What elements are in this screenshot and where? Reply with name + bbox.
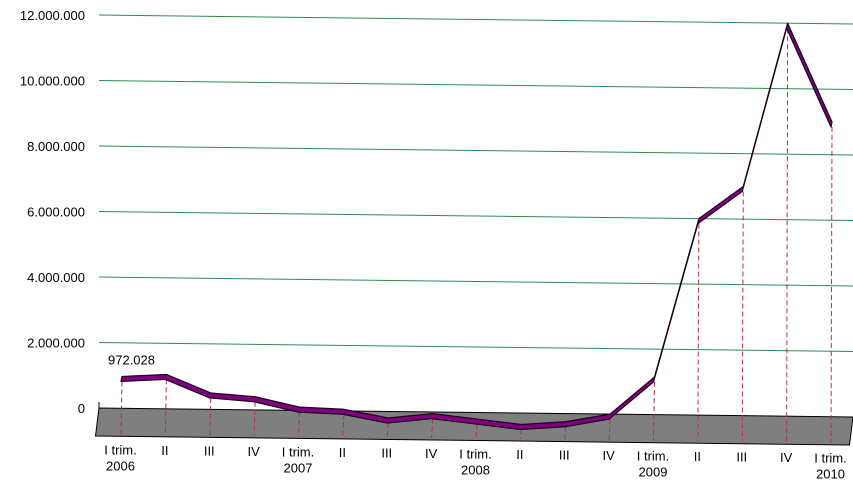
gridline [98, 145, 853, 156]
x-tick-label: I trim. [104, 442, 137, 457]
gridline [98, 211, 853, 221]
drop-line [120, 381, 123, 435]
x-tick-label: IV [780, 450, 793, 465]
x-tick-label: I trim. [637, 449, 670, 464]
x-tick-label: II [694, 449, 701, 464]
x-tick-label: III [204, 443, 215, 458]
data-labels: 972.028 [108, 352, 155, 367]
x-tick-label: 2010 [816, 467, 845, 482]
drop-line [209, 397, 212, 436]
floor-plane [94, 407, 853, 446]
y-tick-label: 6.000.000 [27, 205, 85, 220]
x-tick-label: 2008 [461, 463, 490, 478]
drop-line [386, 422, 389, 438]
drop-lines [120, 28, 833, 443]
x-tick-label: IV [247, 444, 260, 459]
drop-line [741, 191, 744, 442]
drop-line [475, 424, 478, 439]
drop-line [164, 379, 167, 435]
drop-line [253, 401, 256, 436]
drop-line [786, 28, 789, 443]
y-tick-label: 10.000.000 [20, 74, 85, 89]
x-tick-label: III [559, 448, 570, 463]
gridlines [98, 14, 853, 352]
x-tick-label: IV [602, 448, 615, 463]
x-tick-label: I trim. [459, 447, 492, 462]
x-tick-label: I trim. [814, 451, 847, 466]
x-tick-label: III [736, 450, 747, 465]
y-tick-label: 0 [78, 401, 85, 416]
drop-line [342, 414, 345, 437]
y-tick-label: 4.000.000 [27, 270, 85, 285]
x-tick-label: II [339, 445, 346, 460]
drop-line [564, 426, 567, 440]
drop-line [653, 381, 655, 441]
x-tick-label: IV [425, 446, 438, 461]
gridline [98, 14, 853, 25]
data-label: 972.028 [108, 352, 155, 367]
x-tick-label: 2007 [284, 460, 313, 475]
y-tick-label: 8.000.000 [27, 139, 85, 154]
drop-line [519, 429, 522, 440]
y-tick-label: 2.000.000 [27, 336, 85, 351]
series [120, 22, 833, 431]
x-tick-label: I trim. [282, 444, 315, 459]
gridline [98, 342, 853, 352]
y-tick-label: 12.000.000 [20, 8, 85, 23]
floor [94, 402, 853, 446]
drop-line [608, 419, 611, 441]
x-tick-label: II [516, 447, 523, 462]
x-tick-label: III [381, 445, 392, 460]
drop-line [298, 412, 300, 437]
drop-line [830, 126, 833, 443]
x-tick-label: II [161, 443, 168, 458]
drop-line [431, 418, 434, 439]
x-tick-label: 2009 [639, 465, 668, 480]
drop-line [697, 223, 700, 442]
gridline [98, 80, 853, 90]
y-axis-ticks: 0 2.000.000 4.000.000 6.000.000 8.000.000 10.… [20, 8, 85, 416]
x-tick-label: 2006 [106, 458, 135, 473]
gridline [98, 276, 853, 287]
series-ribbon [120, 22, 833, 431]
